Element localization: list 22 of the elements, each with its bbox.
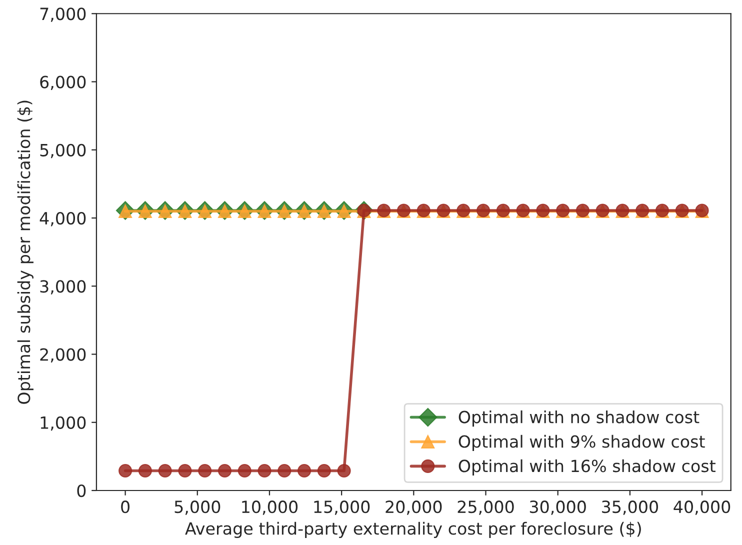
legend-label: Optimal with no shadow cost <box>458 410 700 427</box>
x-tick-label: 25,000 <box>458 500 514 515</box>
y-axis-title: Optimal subsidy per modification ($) <box>17 100 34 404</box>
legend-label: Optimal with 9% shadow cost <box>458 434 705 452</box>
x-tick-label: 0 <box>121 500 130 514</box>
legend-label: Optimal with 16% shadow cost <box>458 459 716 476</box>
x-tick-label: 20,000 <box>386 500 442 515</box>
x-axis-title: Average third-party externality cost per foreclosure ($) <box>185 522 641 538</box>
y-tick-label: 5,000 <box>40 144 86 158</box>
y-tick-label: 4,000 <box>40 212 86 226</box>
x-tick-label: 5,000 <box>174 500 220 515</box>
x-tick-label: 15,000 <box>314 500 370 515</box>
y-tick-label: 1,000 <box>40 416 86 431</box>
x-tick-label: 30,000 <box>530 500 586 515</box>
y-tick-label: 0 <box>77 484 86 498</box>
y-tick-label: 3,000 <box>40 280 86 294</box>
y-tick-label: 7,000 <box>40 8 86 22</box>
y-tick-label: 6,000 <box>40 76 86 90</box>
x-tick-label: 10,000 <box>242 500 298 515</box>
x-tick-label: 40,000 <box>674 500 730 515</box>
y-tick-label: 2,000 <box>40 348 86 363</box>
x-tick-label: 35,000 <box>602 500 658 515</box>
